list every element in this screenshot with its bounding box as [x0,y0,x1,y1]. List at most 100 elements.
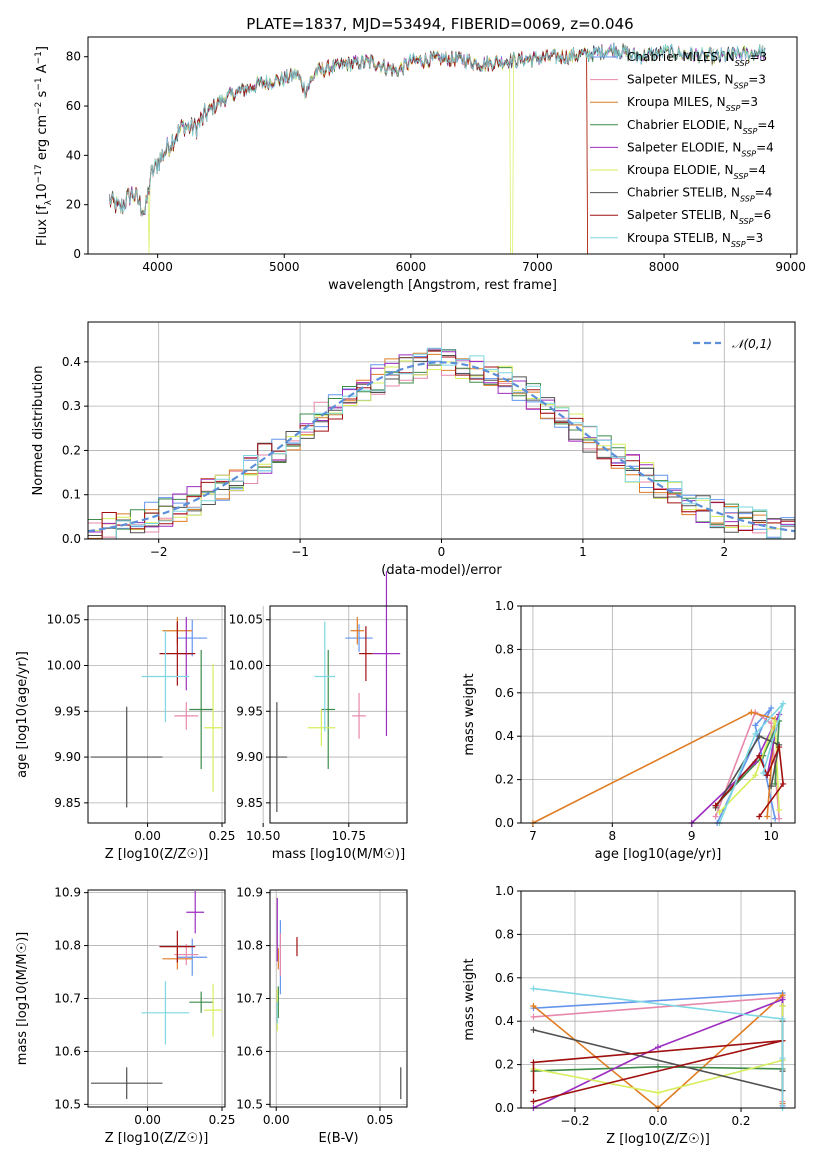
weight-marker [530,1087,537,1094]
weight_vs_Z-axes: −0.2 0.0 0.2 0.0 0.2 0.4 0.6 0.8 1.0 Z [log10(Z/Z… [462,884,796,1147]
weight-marker [530,1013,537,1020]
tick-label-y: 9.95 [236,704,263,718]
tick-label-y: 0.0 [495,816,514,830]
weight-marker [760,770,767,777]
tick-label-x: 0.25 [209,829,236,843]
weight-line-salpeter-stelib [532,1039,783,1103]
spectrum-series-salpeter-stelib [109,48,589,254]
tick-label-y: 10.05 [47,613,81,627]
weight-marker [780,700,787,707]
legend-entry-salpeter-elodie: Salpeter ELODIE, NSSP=4 [627,140,774,158]
spectrum-lines [109,42,766,254]
legend-entry-salpeter-stelib: Salpeter STELIB, NSSP=6 [627,208,771,226]
weight-marker [764,772,771,779]
age_vs_Z-ticks: 0.00 0.25 9.85 9.90 9.95 10.00 10.05 [47,606,236,843]
mass_vs_Z-points [90,891,223,1100]
tick-label-y: 10.5 [54,1097,81,1111]
weight-marker [530,1003,537,1010]
tick-label-x: 6000 [396,260,427,274]
spectrum-legend: Chabrier MILES, NSSP=3 Salpeter MILES, NS… [590,50,775,248]
legend-entry-chabrier-miles: Chabrier MILES, NSSP=3 [627,50,767,68]
legend-entry-kroupa-miles: Kroupa MILES, NSSP=3 [627,95,758,113]
weight_vs_Z-frame [520,890,796,1109]
age_vs_Z-frame [87,605,226,824]
age_vs_Z-ylabel: age [log10(age/yr)] [15,651,30,778]
residuals-ylabel: Normed distribution [31,366,46,496]
age_vs_Z-points [90,616,223,808]
tick-label-y: 0.6 [495,686,514,700]
tick-label-x: 0.05 [367,1113,394,1127]
errorbar-salpeter-stelib [359,626,373,682]
mass_vs_Z-axes: 0.00 0.25 10.5 10.6 10.7 10.8 10.9 Z [log10(Z/Z… [15,886,235,1146]
gaussian-reference-curve [88,361,795,533]
tick-label-y: 10.5 [236,1097,263,1111]
errorbar-chabrier-miles [177,619,208,657]
mass_vs_ebv-frame [269,889,408,1108]
spectrum-series-kroupa-miles [109,48,589,254]
histogram-kroupa-stelib [88,347,795,539]
age_vs_mass-xlabel: mass [log10(M/M☉)] [272,847,405,862]
weight-marker [768,720,775,727]
residuals-xlabel: (data-model)/error [381,563,502,578]
weight-marker [530,1098,537,1105]
tick-label-x: 7000 [522,260,553,274]
tick-label-y: 0.4 [62,355,81,369]
errorbar-salpeter-miles [352,692,366,739]
weight-marker [752,772,759,779]
weight-marker [776,744,783,751]
tick-label-x: 4000 [142,260,173,274]
tick-label-x: −0.2 [560,1114,589,1128]
figure-title: PLATE=1837, MJD=53494, FIBERID=0069, z=0… [246,15,633,33]
tick-label-y: 10.9 [54,886,81,900]
weight-marker [712,802,719,809]
tick-label-y: 0.8 [495,642,514,656]
tick-label-y: 80 [66,50,81,64]
weight-marker [756,733,763,740]
spectrum-ticks: 4000 5000 6000 7000 8000 9000 0 20 40 60 80 [66,50,806,274]
errorbar-kroupa-stelib [141,630,190,723]
errorbar-salpeter-elodie [186,891,205,934]
tick-label-x: 0.00 [134,1113,161,1127]
tick-label-x: −2 [150,545,168,559]
tick-label-y: 0.2 [62,443,81,457]
mass_vs_ebv-ticks: 0.00 0.05 10.5 10.6 10.7 10.8 10.9 [236,886,407,1127]
tick-label-y: 10.6 [236,1044,263,1058]
tick-label-y: 9.90 [236,750,263,764]
tick-label-y: 0.2 [495,773,514,787]
residuals-histograms [88,347,795,539]
tick-label-x: 9 [688,829,696,843]
weight-marker [655,1063,661,1070]
weight-marker [764,813,771,820]
mass_vs_Z-xlabel: Z [log10(Z/Z☉)] [105,1131,209,1146]
errorbar-chabrier-miles [345,624,373,652]
tick-label-y: 10.6 [54,1044,81,1058]
tick-label-x: −1 [291,545,309,559]
weight-marker [712,813,719,820]
mass_vs_ebv-points [276,897,402,1100]
weight-marker [779,1055,786,1062]
weight-marker [756,813,763,820]
weight-marker [716,809,723,816]
tick-label-x: 7 [529,829,537,843]
tick-label-y: 9.85 [54,796,81,810]
tick-label-y: 0.8 [495,927,514,941]
tick-label-y: 0.4 [495,729,514,743]
age_vs_mass-frame [269,605,408,824]
tick-label-y: 10.7 [54,992,81,1006]
tick-label-y: 10.05 [229,613,263,627]
errorbar-kroupa-elodie [307,709,336,747]
age_vs_mass-points [266,571,401,813]
weight-marker [752,731,759,738]
errorbar-chabrier-elodie [321,649,336,769]
spectrum-axes: 4000 5000 6000 7000 8000 9000 0 20 40 60 80 wavelen… [34,36,806,293]
weight-marker [768,704,775,711]
tick-label-x: 10 [764,829,779,843]
age_vs_Z-axes: 0.00 0.25 9.85 9.90 9.95 10.00 10.05 Z [log10(Z… [15,605,236,862]
weight-marker [779,1016,786,1023]
weight-marker [655,1044,661,1051]
mass_vs_Z-ticks: 0.00 0.25 10.5 10.6 10.7 10.8 10.9 [54,886,235,1127]
errorbar-kroupa-stelib [314,621,336,732]
legend-entry-gaussian: 𝒩(0,1) [732,337,772,351]
weight-line-kroupa-elodie [719,720,780,813]
